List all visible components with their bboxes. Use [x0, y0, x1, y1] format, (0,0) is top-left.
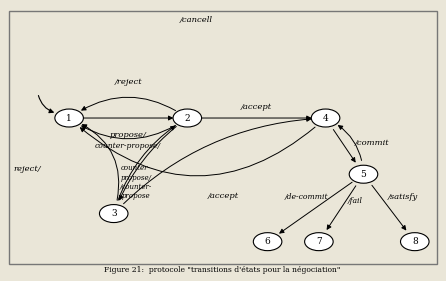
- Text: 2: 2: [185, 114, 190, 123]
- Text: 7: 7: [316, 237, 322, 246]
- Text: propose/: propose/: [110, 131, 147, 139]
- Circle shape: [253, 233, 282, 251]
- FancyArrowPatch shape: [280, 182, 352, 233]
- Text: reject/: reject/: [13, 165, 41, 173]
- FancyArrowPatch shape: [80, 127, 315, 176]
- Circle shape: [349, 165, 378, 183]
- Text: 6: 6: [265, 237, 270, 246]
- FancyArrowPatch shape: [82, 97, 176, 111]
- FancyArrowPatch shape: [333, 130, 355, 162]
- Text: /reject: /reject: [115, 78, 142, 86]
- Text: /commit: /commit: [355, 139, 389, 147]
- Text: /accept: /accept: [207, 192, 239, 200]
- FancyBboxPatch shape: [9, 11, 437, 264]
- FancyArrowPatch shape: [124, 117, 310, 204]
- FancyArrowPatch shape: [327, 186, 356, 229]
- Text: /de-commit: /de-commit: [285, 193, 328, 201]
- Text: counter-propose/: counter-propose/: [95, 142, 161, 150]
- Text: Figure 21:  protocole "transitions d'états pour la négociation": Figure 21: protocole "transitions d'état…: [103, 266, 343, 274]
- FancyArrowPatch shape: [201, 116, 310, 120]
- Circle shape: [305, 233, 333, 251]
- Text: /satisfy: /satisfy: [388, 193, 417, 201]
- Text: 3: 3: [111, 209, 116, 218]
- Text: 5: 5: [360, 170, 367, 179]
- Text: /accept: /accept: [241, 103, 272, 111]
- FancyArrowPatch shape: [339, 126, 362, 160]
- Text: 4: 4: [323, 114, 328, 123]
- Circle shape: [99, 205, 128, 223]
- FancyArrowPatch shape: [372, 185, 406, 230]
- FancyArrowPatch shape: [83, 116, 172, 120]
- Circle shape: [55, 109, 83, 127]
- Circle shape: [173, 109, 202, 127]
- Text: 1: 1: [66, 114, 72, 123]
- Text: /fail: /fail: [348, 197, 363, 205]
- FancyArrowPatch shape: [82, 125, 176, 139]
- Text: /cancell: /cancell: [180, 16, 213, 24]
- Circle shape: [311, 109, 340, 127]
- FancyArrowPatch shape: [83, 125, 119, 200]
- Text: 8: 8: [412, 237, 417, 246]
- FancyArrowPatch shape: [120, 126, 176, 200]
- Text: counter-
propose/
/counter-
propose: counter- propose/ /counter- propose: [120, 164, 152, 200]
- Circle shape: [401, 233, 429, 251]
- FancyArrowPatch shape: [118, 126, 175, 200]
